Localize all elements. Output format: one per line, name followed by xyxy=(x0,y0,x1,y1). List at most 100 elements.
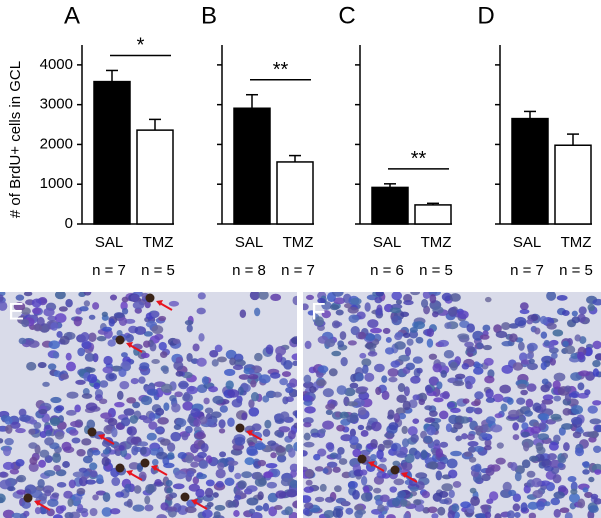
cell xyxy=(160,438,171,446)
cell xyxy=(562,340,569,347)
cell xyxy=(19,414,31,422)
cell xyxy=(435,470,443,481)
cell xyxy=(536,500,545,511)
cell xyxy=(154,427,165,433)
x-tick-label: TMZ xyxy=(421,234,452,251)
cell xyxy=(464,341,474,348)
cell xyxy=(462,398,470,404)
cell xyxy=(445,423,453,433)
cell xyxy=(561,309,570,316)
cell xyxy=(568,493,580,503)
cell xyxy=(562,408,572,416)
cell xyxy=(201,376,209,385)
cell xyxy=(239,309,247,318)
cell xyxy=(429,293,437,304)
cell xyxy=(9,468,20,475)
cell xyxy=(450,407,461,413)
cell xyxy=(303,374,312,384)
cell xyxy=(461,362,470,370)
cell xyxy=(276,431,284,438)
cell xyxy=(473,363,484,369)
cell xyxy=(293,422,297,429)
cell xyxy=(105,372,117,382)
cell xyxy=(571,316,581,324)
cell xyxy=(151,458,159,466)
cell xyxy=(409,486,419,492)
cell xyxy=(58,306,68,312)
cell xyxy=(420,298,429,308)
cell xyxy=(364,302,371,312)
cell xyxy=(142,340,151,348)
labeled-cell xyxy=(115,463,125,473)
cell xyxy=(215,468,226,479)
cell xyxy=(540,361,547,371)
cell xyxy=(321,310,332,319)
cell xyxy=(185,454,194,464)
cell xyxy=(408,399,418,409)
cell xyxy=(386,514,396,518)
cell xyxy=(377,463,387,474)
cell xyxy=(263,471,274,478)
cell xyxy=(192,343,200,352)
bar xyxy=(414,204,452,225)
cell xyxy=(446,458,458,469)
cell xyxy=(44,437,55,446)
cell xyxy=(387,414,394,420)
cell xyxy=(535,442,544,451)
cell xyxy=(507,397,514,405)
cell xyxy=(86,419,96,430)
cell xyxy=(248,399,255,409)
n-label: n = 8 xyxy=(232,262,266,279)
cell xyxy=(501,340,513,347)
cell xyxy=(463,451,473,457)
cell xyxy=(291,336,297,345)
cell xyxy=(258,292,269,300)
cell xyxy=(337,340,345,348)
cell xyxy=(457,333,470,340)
cell xyxy=(235,489,244,496)
cell xyxy=(248,369,255,376)
cell xyxy=(570,352,580,359)
cell xyxy=(102,366,114,374)
cell xyxy=(64,511,74,518)
labeled-cell xyxy=(23,493,33,503)
cell xyxy=(62,461,70,468)
cell xyxy=(359,352,367,359)
cell xyxy=(262,428,271,437)
cell xyxy=(375,307,383,316)
cell xyxy=(193,419,201,427)
cell xyxy=(540,480,551,486)
cell xyxy=(269,372,281,379)
cell xyxy=(224,368,236,377)
cell xyxy=(528,358,535,364)
cell xyxy=(552,474,562,484)
cell xyxy=(360,475,368,486)
cell xyxy=(218,419,226,429)
cell xyxy=(198,333,205,342)
cell xyxy=(388,376,398,383)
cell xyxy=(587,431,600,438)
cell xyxy=(319,428,326,434)
cell xyxy=(390,360,401,368)
panel-title: A xyxy=(64,2,80,29)
labeled-cell xyxy=(145,293,155,303)
cell xyxy=(209,349,219,358)
labeled-cell xyxy=(180,492,190,502)
cell xyxy=(403,512,410,518)
cell xyxy=(594,469,601,475)
cell xyxy=(303,441,315,448)
cell xyxy=(225,349,237,360)
cell xyxy=(412,418,420,425)
cell xyxy=(77,347,85,357)
cell xyxy=(424,417,436,423)
cell xyxy=(581,461,590,468)
cell xyxy=(439,441,449,448)
cell xyxy=(341,500,350,506)
panel-label: E xyxy=(8,298,24,325)
cell xyxy=(589,418,601,425)
cell xyxy=(588,505,599,514)
cell xyxy=(206,501,214,508)
cell xyxy=(534,327,541,335)
cell xyxy=(508,409,520,418)
